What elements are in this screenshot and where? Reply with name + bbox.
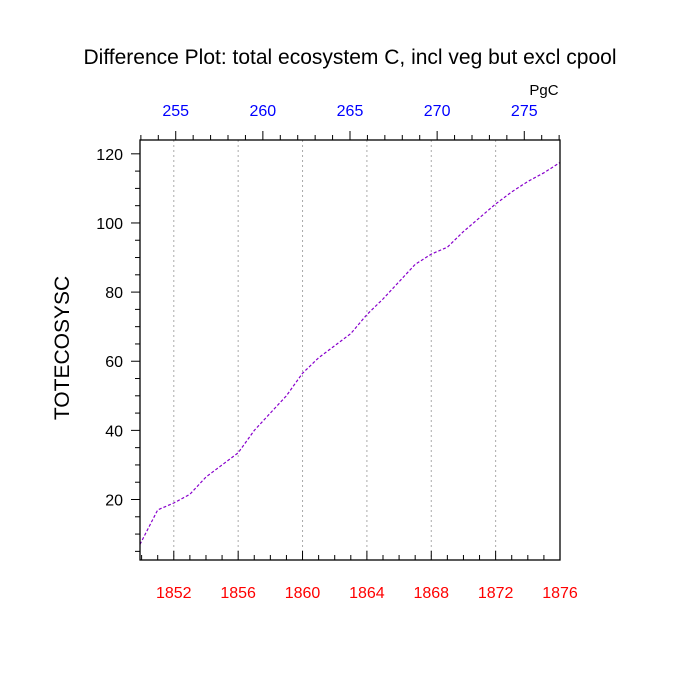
top-axis-unit-label: PgC bbox=[529, 82, 558, 99]
y-tick-label-4: 100 bbox=[96, 216, 123, 233]
x-tick-label-4: 1868 bbox=[413, 585, 449, 602]
y-tick-label-3: 80 bbox=[105, 285, 123, 302]
y-axis-label: TOTECOSYSC bbox=[51, 276, 74, 420]
gridlines bbox=[173, 140, 497, 560]
x-tick-label-2: 1860 bbox=[285, 585, 321, 602]
y-tick-label-5: 120 bbox=[96, 147, 123, 164]
top-tick-label-0: 255 bbox=[162, 103, 189, 120]
chart-title: Difference Plot: total ecosystem C, incl… bbox=[83, 46, 616, 69]
top-axis-tick-labels: 255 260 265 270 275 bbox=[162, 103, 537, 120]
left-axis-tick-labels: 20 40 60 80 100 120 bbox=[96, 147, 123, 510]
top-tick-label-1: 260 bbox=[250, 103, 277, 120]
y-tick-label-0: 20 bbox=[105, 493, 123, 510]
x-tick-label-3: 1864 bbox=[349, 585, 385, 602]
series-layer bbox=[139, 161, 561, 545]
series-line-0 bbox=[139, 161, 561, 545]
y-tick-label-1: 40 bbox=[105, 423, 123, 440]
y-tick-label-2: 60 bbox=[105, 354, 123, 371]
x-tick-label-0: 1852 bbox=[156, 585, 192, 602]
top-tick-label-3: 270 bbox=[424, 103, 451, 120]
x-tick-label-1: 1856 bbox=[220, 585, 256, 602]
top-tick-label-4: 275 bbox=[511, 103, 538, 120]
bottom-axis-tick-labels: 1852 1856 1860 1864 1868 1872 1876 bbox=[156, 585, 578, 602]
axis-ticks bbox=[131, 131, 561, 560]
top-tick-label-2: 265 bbox=[337, 103, 364, 120]
x-tick-label-6: 1876 bbox=[542, 585, 578, 602]
x-tick-label-5: 1872 bbox=[478, 585, 514, 602]
